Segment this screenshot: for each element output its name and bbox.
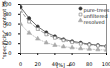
svg-text:20: 20 — [35, 61, 41, 67]
svg-text:100: 100 — [102, 61, 110, 67]
svg-text:0: 0 — [19, 61, 22, 67]
svg-text:80: 80 — [5, 10, 12, 17]
svg-text:60: 60 — [5, 20, 12, 27]
svg-text:"specificity" content [%]: "specificity" content [%] — [1, 0, 8, 59]
svg-text:40: 40 — [5, 30, 12, 37]
svg-text:20: 20 — [5, 40, 12, 47]
svg-text:80: 80 — [86, 61, 92, 67]
svg-text:[%] →: [%] → — [56, 62, 70, 68]
svg-text:40: 40 — [51, 61, 59, 68]
svg-text:resolved: resolved — [84, 19, 105, 25]
svg-text:unfiltered: unfiltered — [83, 13, 108, 19]
svg-text:pure-trees: pure-trees — [83, 7, 110, 14]
svg-text:0: 0 — [8, 50, 11, 56]
svg-text:60: 60 — [68, 61, 76, 68]
